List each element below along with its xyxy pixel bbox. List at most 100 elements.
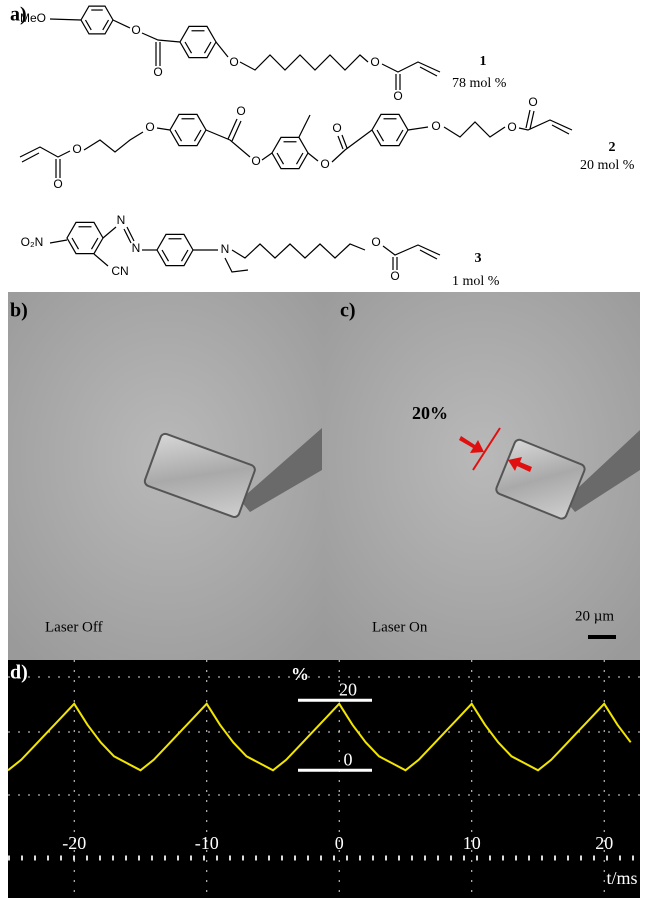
ring: [66, 221, 104, 255]
bond: [261, 152, 273, 161]
compound-amount: 20 mol %: [580, 158, 635, 173]
double-bond: [71, 237, 80, 250]
atom-label: O: [153, 65, 162, 79]
compound-amount: 1 mol %: [452, 274, 500, 289]
double-bond: [193, 129, 202, 142]
atom-label: O: [507, 120, 516, 134]
panel-label: d): [10, 662, 28, 684]
bond: [381, 61, 441, 73]
arrow: [508, 457, 532, 472]
bond: [49, 239, 68, 244]
ring: [179, 25, 217, 59]
bond: [49, 18, 82, 21]
atom-labels: MeO O O O O O O O O O O O O O O O O₂N N …: [20, 11, 538, 283]
ring: [271, 136, 309, 170]
bond: [93, 253, 109, 267]
needle: [565, 430, 640, 512]
caption: Laser On: [372, 619, 428, 635]
bond: [231, 120, 242, 142]
bond: [215, 41, 229, 58]
panel-label: b): [10, 300, 28, 322]
y-unit: %: [291, 664, 309, 684]
bond: [83, 131, 144, 153]
bond: [224, 257, 249, 273]
atom-label: N: [117, 213, 126, 227]
x-tick-label: 10: [463, 833, 481, 853]
bond: [419, 66, 438, 77]
atom-label: O: [229, 55, 238, 69]
panel-label: c): [340, 300, 356, 322]
double-bond: [395, 129, 404, 142]
atom-label: O: [431, 119, 440, 133]
bond: [341, 134, 348, 149]
bond: [112, 19, 131, 29]
atom-label: O: [332, 121, 341, 135]
x-tick-label: 20: [595, 833, 613, 853]
bond: [156, 127, 171, 131]
bond: [227, 118, 238, 140]
grid: [8, 676, 640, 861]
x-axis-label: t/ms: [606, 868, 637, 888]
atom-label: O: [72, 142, 81, 156]
bond: [337, 135, 344, 150]
double-bond: [174, 129, 183, 142]
double-bond: [376, 129, 385, 142]
double-bond: [180, 249, 189, 262]
double-bond: [203, 41, 212, 54]
bond: [307, 152, 319, 162]
bond: [525, 109, 531, 129]
strain-line: [472, 427, 501, 471]
atom-label: O: [236, 104, 245, 118]
ring: [371, 113, 409, 147]
ring: [80, 5, 114, 35]
bond: [518, 119, 573, 131]
y-tick-label: 0: [344, 749, 353, 769]
x-tick-label: 0: [335, 833, 344, 853]
arrow: [459, 436, 484, 453]
compound-number: 1: [480, 54, 487, 69]
ring: [169, 113, 207, 147]
bond: [21, 152, 40, 163]
scale-label: 20 µm: [575, 608, 614, 624]
x-tick-label: -20: [62, 833, 86, 853]
atom-label: O: [251, 154, 260, 168]
bond: [141, 32, 181, 43]
bond: [239, 54, 369, 71]
caption: Laser Off: [45, 619, 103, 635]
double-bond: [102, 19, 110, 31]
bond: [126, 226, 135, 242]
panel-label: a): [10, 4, 27, 26]
oscilloscope: [8, 660, 640, 898]
bond: [551, 124, 570, 135]
atom-label: O: [320, 157, 329, 171]
micrograph: [324, 292, 640, 660]
strain-label: 20%: [412, 403, 448, 423]
x-tick-label: -10: [195, 833, 219, 853]
atom-label: CN: [111, 264, 128, 278]
bond: [443, 121, 506, 138]
y-tick-label: 20: [339, 679, 357, 699]
structures: [19, 5, 573, 273]
compound-number: 2: [609, 140, 616, 155]
bond: [102, 226, 117, 239]
double-bond: [161, 249, 170, 262]
atom-label: MeO: [20, 11, 46, 25]
bond: [123, 228, 132, 244]
bond: [529, 110, 535, 130]
atom-label: O: [371, 235, 380, 249]
atom-label: O: [53, 177, 62, 191]
trace: [7, 702, 632, 772]
double-bond: [295, 152, 304, 165]
atom-label: O: [370, 55, 379, 69]
bond: [419, 249, 438, 260]
bond: [231, 243, 366, 259]
compound-amount: 78 mol %: [452, 76, 507, 91]
bond: [298, 114, 311, 138]
atom-label: O₂N: [21, 235, 44, 249]
atom-label: N: [132, 241, 141, 255]
ring: [156, 233, 194, 267]
bond: [331, 129, 373, 163]
double-bond: [90, 237, 99, 250]
scale-bar: [588, 635, 616, 639]
